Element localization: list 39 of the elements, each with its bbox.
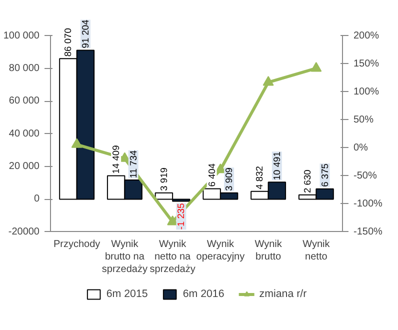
y2-tick-label: 100% xyxy=(354,86,380,98)
y-tick-label: -20000 xyxy=(8,226,40,238)
data-label: 3 919 xyxy=(158,168,169,191)
y2-tick-label: 50% xyxy=(354,114,374,126)
x-tick-label: Wynik netto na sprzedaży xyxy=(150,238,196,276)
x-tick-label: Wynik operacyjny xyxy=(196,238,245,262)
y2-tick-label: -150% xyxy=(354,226,383,238)
data-label: 3 909 xyxy=(224,168,234,191)
y-tick-label: 20 000 xyxy=(8,161,40,172)
point xyxy=(262,76,274,86)
y-tick-label: 60 000 xyxy=(8,96,40,107)
data-label: 6 375 xyxy=(320,164,330,187)
data-label: 10 491 xyxy=(272,152,282,180)
y-tick-label: 80 000 xyxy=(8,63,40,74)
data-label: -1 235 xyxy=(176,203,186,230)
data-label: 6 404 xyxy=(206,163,217,187)
y2-tick-label: -100% xyxy=(354,198,383,210)
data-label: 14 409 xyxy=(111,145,122,174)
y-tick-label: 40 000 xyxy=(8,128,40,140)
x-tick-label: Przychody xyxy=(53,238,100,250)
y2-tick-label: 150% xyxy=(354,58,380,70)
y2-tick-label: 0% xyxy=(354,142,368,154)
y-tick-label: 100 000 xyxy=(3,30,40,42)
data-label: 91 204 xyxy=(80,20,90,48)
data-label: 86 070 xyxy=(63,28,74,57)
y2-tick-label: -50% xyxy=(354,170,377,182)
point xyxy=(310,62,322,72)
point xyxy=(71,138,82,148)
legend-label: 6m 2015 xyxy=(106,288,148,300)
data-label: 11 734 xyxy=(128,150,138,178)
data-label: 2 630 xyxy=(302,170,313,193)
x-tick-label: Wynik brutto xyxy=(254,238,283,262)
x-tick-label: Wynik brutto na sprzedaży xyxy=(102,238,148,276)
y-tick-label: 0 xyxy=(34,194,40,205)
x-tick-label: Wynik netto xyxy=(302,238,331,262)
y2-tick-label: 200% xyxy=(354,30,380,42)
data-label: 4 832 xyxy=(254,166,265,190)
legend-label: zmiana r/r xyxy=(259,288,307,300)
legend-label: 6m 2016 xyxy=(182,288,224,300)
